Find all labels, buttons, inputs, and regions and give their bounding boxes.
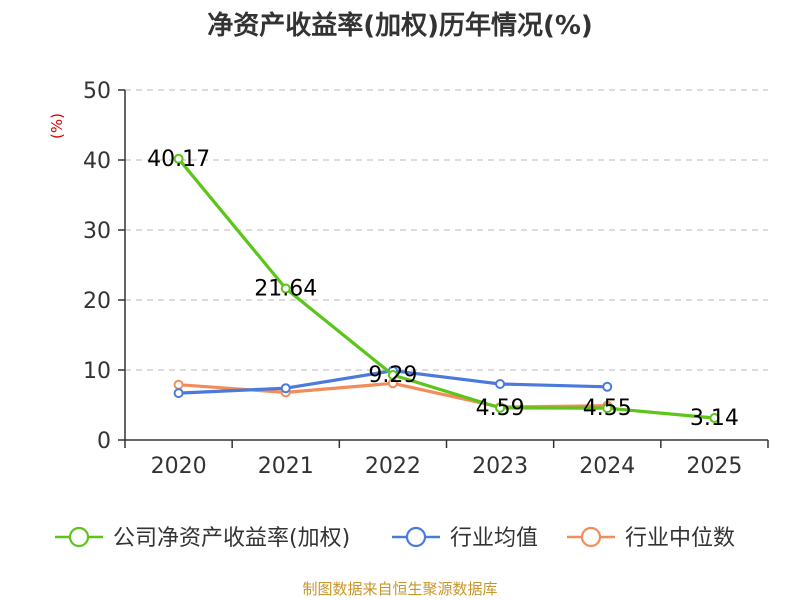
x-tick-label-2023: 2023 [472, 454, 528, 479]
data-point-1-2020 [173, 388, 184, 399]
y-tick-label-40: 40 [83, 149, 111, 174]
legend-label-0: 公司净资产收益率(加权) [113, 526, 350, 551]
data-label-2022: 9.29 [368, 363, 417, 388]
data-point-1-2021 [280, 383, 291, 394]
data-point-1-2023 [495, 379, 506, 389]
series-line-0 [177, 157, 715, 420]
data-label-2024: 4.55 [583, 396, 632, 421]
data-labels: 40.17 21.64 9.29 4.59 4.55 3.14 [147, 147, 739, 431]
data-point-0-2023 [495, 402, 506, 413]
y-tick-label-10: 10 [83, 359, 111, 384]
y-tick-label-50: 50 [83, 79, 111, 104]
legend-label-2: 行业中位数 [625, 526, 735, 551]
axes: 0 10 20 30 40 50 2020 2021 2022 2023 2024 2025 [83, 79, 769, 479]
x-tick-label-2021: 2021 [258, 454, 314, 479]
data-point-0-2024 [602, 403, 613, 414]
legend-marker-0 [68, 526, 90, 548]
x-tick-label-2022: 2022 [365, 454, 421, 479]
source-note: 制图数据来自恒生聚源数据库 [302, 580, 497, 598]
y-axis-label: (%) [48, 113, 66, 139]
data-point-2-2020 [173, 379, 184, 390]
legend-marker-2 [580, 526, 602, 548]
legend: 公司净资产收益率(加权) 行业均值 行业中位数 [55, 526, 735, 551]
x-tick-label-2020: 2020 [151, 454, 207, 479]
data-label-2023: 4.59 [476, 396, 525, 421]
data-point-1-2024 [602, 381, 613, 392]
data-label-2025: 3.14 [690, 406, 739, 431]
y-tick-label-0: 0 [97, 429, 111, 454]
data-point-0-2025 [709, 413, 720, 424]
series [173, 153, 720, 424]
gridlines [125, 89, 768, 371]
data-label-2021: 21.64 [254, 277, 317, 302]
chart-title: 净资产收益率(加权)历年情况(%) [207, 10, 593, 41]
data-label-2020: 40.17 [147, 147, 210, 172]
x-tick-label-2025: 2025 [686, 454, 742, 479]
y-tick-label-20: 20 [83, 289, 111, 314]
series-0 [173, 153, 720, 424]
x-tick-label-2024: 2024 [579, 454, 635, 479]
legend-marker-1 [405, 526, 427, 548]
data-point-0-2021 [280, 283, 291, 294]
legend-label-1: 行业均值 [450, 526, 538, 551]
y-tick-label-30: 30 [83, 219, 111, 244]
data-point-0-2022 [387, 369, 398, 380]
data-point-0-2020 [173, 153, 184, 164]
